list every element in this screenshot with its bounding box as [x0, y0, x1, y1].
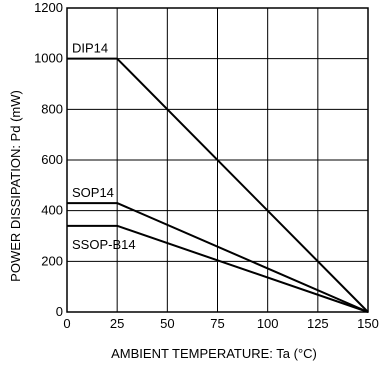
series-label-ssop-b14: SSOP-B14	[72, 237, 136, 252]
x-tick-label-150: 150	[357, 316, 379, 331]
y-tick-label-600: 600	[41, 152, 63, 167]
series-line-ssop-b14	[67, 224, 369, 313]
y-tick-label-400: 400	[41, 203, 63, 218]
ticks: 0 25 50 75 100 125 150 0 200 400 600 800 1000 1200	[34, 0, 379, 331]
series-labels: DIP14 SOP14 SSOP-B14	[72, 41, 136, 252]
series-label-dip14: DIP14	[72, 41, 108, 56]
y-tick-label-1200: 1200	[34, 0, 63, 15]
x-tick-label-125: 125	[307, 316, 329, 331]
series-line-sop14	[67, 202, 369, 313]
y-tick-label-200: 200	[41, 253, 63, 268]
y-axis-title: POWER DISSIPATION: Pd (mW)	[8, 90, 23, 282]
series-line-dip14	[67, 57, 369, 313]
y-tick-label-1000: 1000	[34, 51, 63, 66]
y-tick-label-0: 0	[56, 304, 63, 319]
x-axis-title: AMBIENT TEMPERATURE: Ta (°C)	[111, 346, 317, 361]
x-tick-label-50: 50	[160, 316, 174, 331]
y-tick-label-800: 800	[41, 101, 63, 116]
plot-frame	[66, 7, 369, 313]
x-tick-label-0: 0	[63, 316, 70, 331]
series-lines	[67, 57, 369, 313]
x-tick-label-25: 25	[110, 316, 124, 331]
x-tick-label-100: 100	[257, 316, 279, 331]
series-label-sop14: SOP14	[72, 185, 114, 200]
x-tick-label-75: 75	[210, 316, 224, 331]
